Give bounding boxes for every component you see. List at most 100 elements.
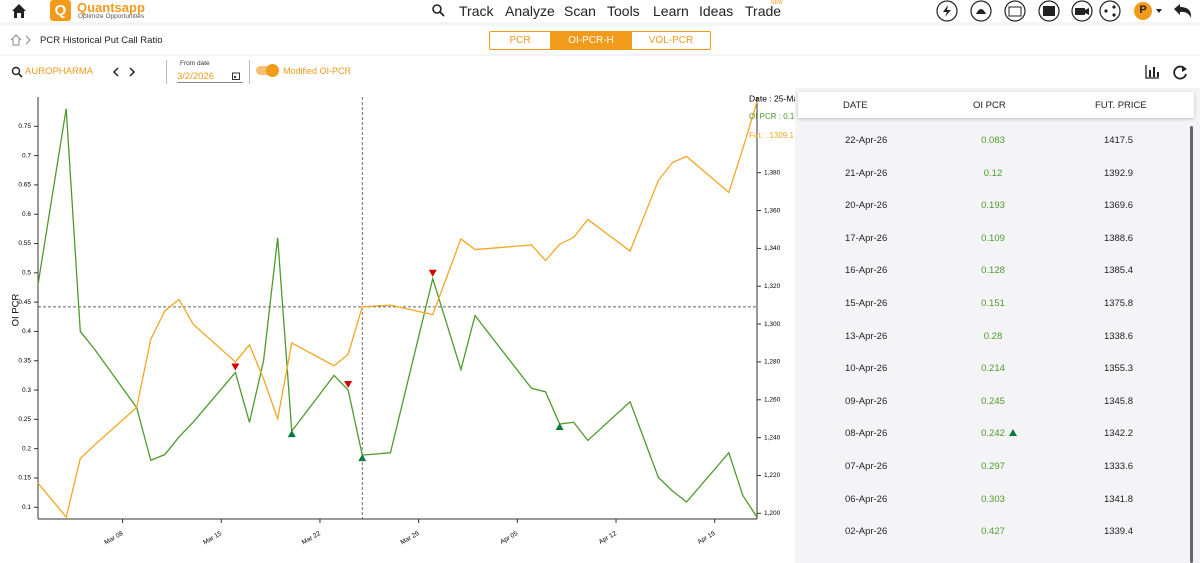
signal-marker — [231, 363, 240, 371]
column-header[interactable]: FUT. PRICE — [1095, 100, 1147, 111]
tab[interactable]: PCR — [509, 35, 531, 46]
logo[interactable]: Q — [50, 0, 71, 21]
oi-cell: 0.297 — [981, 461, 1005, 472]
y-tick-label: 0.25 — [18, 416, 31, 423]
y2-tick-label: 1,380 — [764, 169, 781, 176]
oi-cell: 0.193 — [981, 200, 1005, 212]
y2-tick-label: 1,300 — [764, 321, 781, 328]
date-cell: 21-Apr-26 — [845, 167, 888, 179]
oi-cell: 0.427 — [981, 526, 1005, 538]
fut-cell: 1342.2 — [1103, 428, 1133, 440]
menu-item[interactable]: Scan — [564, 3, 596, 19]
date-cell: 06-Apr-26 — [845, 493, 888, 505]
date-cell: 02-Apr-26 — [845, 526, 888, 538]
table-header: DATE OI PCR FUT. PRICE — [798, 92, 1194, 118]
breadcrumb-icon — [10, 34, 31, 46]
fut-cell: 1338.6 — [1103, 330, 1133, 342]
oi-cell: 0.083 — [981, 135, 1005, 146]
y2-tick-label: 1,240 — [764, 434, 781, 441]
table-row: 16-Apr-26 0.128 1385.4 — [798, 255, 1190, 287]
tagline: Optimize Opportunities — [78, 13, 145, 20]
oi-cell: 0.12 — [983, 167, 1003, 179]
prev-next[interactable] — [112, 66, 138, 78]
symbol-search-icon[interactable] — [11, 66, 23, 78]
signal-marker — [358, 454, 367, 462]
menu-item[interactable]: Tools — [607, 3, 640, 19]
toggle[interactable] — [256, 64, 279, 77]
date-cell: 09-Apr-26 — [845, 395, 888, 407]
table-row: 13-Apr-26 0.28 1338.6 — [798, 321, 1190, 353]
table-row: 06-Apr-26 0.303 1341.8 — [798, 484, 1190, 516]
menu-item[interactable]: Analyze — [505, 3, 555, 19]
y2-tick-label: 1,280 — [764, 359, 781, 366]
oi-cell: 0.214 — [981, 363, 1005, 375]
y-tick-label: 0.55 — [18, 240, 31, 247]
nav-icons — [936, 0, 1192, 22]
signal-marker — [428, 269, 437, 277]
symbol[interactable]: AUROPHARMA — [25, 66, 94, 77]
fut-cell: 1369.6 — [1103, 200, 1133, 212]
y-tick-label: 0.3 — [22, 387, 31, 394]
y-tick-label: 0.45 — [18, 299, 31, 306]
y2-tick-label: 1,200 — [764, 510, 781, 517]
scrollbar — [1190, 126, 1193, 563]
badge: NEW — [771, 0, 783, 6]
column-header[interactable]: OI PCR — [973, 100, 1006, 111]
fut-cell: 1375.8 — [1103, 298, 1133, 309]
calendar-icon[interactable] — [232, 72, 240, 80]
date-cell: 10-Apr-26 — [845, 363, 888, 375]
y2-tick-label: 1,220 — [764, 472, 781, 479]
tabs: PCR OI-PCR-H VOL-PCR — [489, 31, 711, 50]
date-cell: 15-Apr-26 — [845, 298, 888, 309]
date-cell: 07-Apr-26 — [845, 461, 888, 472]
tooltip-fut: Fut. : 1309.1 — [749, 131, 794, 140]
toggle-label: Modified OI-PCR — [283, 66, 352, 76]
signal-marker — [555, 423, 564, 431]
y-tick-label: 0.4 — [22, 328, 31, 335]
sub-bar: PCR Historical Put Call Ratio PCR OI-PCR-… — [0, 26, 1200, 54]
fut-cell: 1339.4 — [1103, 526, 1133, 538]
menu-item[interactable]: Ideas — [699, 3, 734, 19]
fut-cell: 1388.6 — [1103, 232, 1133, 244]
y-tick-label: 0.15 — [18, 475, 31, 482]
oi-cell: 0.28 — [983, 330, 1003, 342]
signal-marker — [344, 381, 353, 389]
tab[interactable]: VOL-PCR — [648, 35, 694, 46]
y-tick-label: 0.2 — [22, 445, 31, 452]
fut-cell: 1341.8 — [1103, 493, 1133, 505]
brand: Quantsapp — [77, 0, 145, 15]
search-icon[interactable] — [431, 3, 445, 17]
oi-cell: 0.128 — [981, 265, 1005, 277]
date-cell: 17-Apr-26 — [845, 232, 888, 244]
signal-icon — [1009, 429, 1017, 437]
tooltip-oi: OI PCR : 0.189 — [749, 112, 795, 121]
y-tick-label: 0.5 — [22, 270, 31, 277]
fut-cell: 1392.9 — [1103, 167, 1133, 179]
menu-item[interactable]: Trade — [745, 3, 782, 19]
menu-item[interactable]: Learn — [653, 3, 689, 19]
date-cell: 16-Apr-26 — [845, 265, 888, 277]
tab[interactable]: OI-PCR-H — [550, 32, 632, 49]
column-header[interactable]: DATE — [843, 100, 868, 111]
y2-tick-label: 1,260 — [764, 396, 781, 403]
x-tick-label: Mar 08 — [103, 530, 124, 546]
chart-actions[interactable] — [1145, 64, 1191, 80]
x-tick-label: Mar 22 — [301, 530, 322, 546]
nav-bar: Q Quantsapp Optimize Opportunities Track… — [0, 0, 1200, 22]
chart: OI PCR 0.1 0.15 0.2 0.25 0.3 0.35 0.4 0.45 0.5 0.… — [0, 88, 795, 563]
table-row: 20-Apr-26 0.193 1369.6 — [798, 190, 1190, 222]
x-tick-label: Apr 05 — [499, 530, 519, 546]
y-axis-label: OI PCR — [11, 294, 22, 327]
x-tick-label: Mar 29 — [399, 530, 420, 546]
table-row: 21-Apr-26 0.12 1392.9 — [798, 158, 1190, 190]
table-row: 15-Apr-26 0.151 1375.8 — [798, 288, 1190, 320]
menu-item[interactable]: Track — [459, 3, 494, 19]
table-row: 17-Apr-26 0.109 1388.6 — [798, 223, 1190, 255]
date-cell: 22-Apr-26 — [845, 135, 888, 146]
avatar[interactable]: P — [1139, 4, 1147, 16]
from-date[interactable]: 3/2/2026 — [177, 71, 243, 83]
home-icon[interactable] — [10, 2, 28, 20]
fut-cell: 1345.8 — [1103, 395, 1133, 407]
y2-tick-label: 1,360 — [764, 207, 781, 214]
